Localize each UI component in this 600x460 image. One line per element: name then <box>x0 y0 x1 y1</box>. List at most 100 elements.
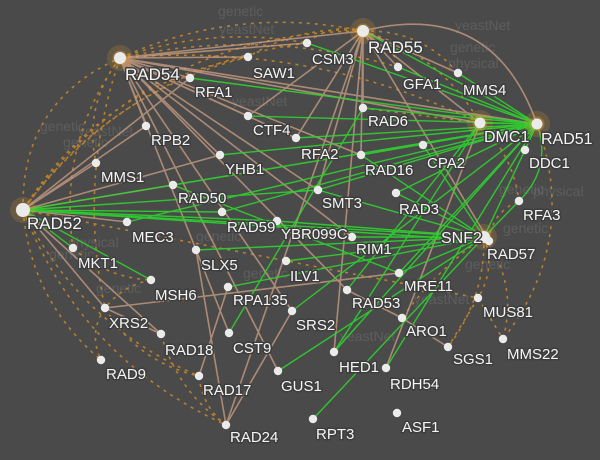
edge-RAD52-RAD55 <box>22 30 364 211</box>
edge-SAW1-RAD52 <box>22 56 249 211</box>
edge-RAD54-MKT1 <box>69 57 121 249</box>
edge-RAD51-DMC1 <box>479 122 538 125</box>
node-RAD17[interactable] <box>194 371 204 381</box>
node-ARO1[interactable] <box>397 313 407 323</box>
edge-RAD55-GFA1 <box>362 30 399 68</box>
node-RAD57[interactable] <box>484 236 494 246</box>
node-label-MEC3: MEC3 <box>132 229 174 246</box>
node-label-RDH54: RDH54 <box>390 376 439 393</box>
node-CST9[interactable] <box>224 328 234 338</box>
node-label-RAD51: RAD51 <box>541 131 593 148</box>
node-SLX5[interactable] <box>191 245 201 255</box>
edge-SNF2-CPA2 <box>422 144 485 238</box>
node-MMS1[interactable] <box>91 158 101 168</box>
node-RAD55[interactable] <box>357 25 369 37</box>
edge-RAD53-DMC1 <box>346 122 481 291</box>
node-label-RAD24: RAD24 <box>230 429 278 446</box>
node-RAD53[interactable] <box>342 285 352 295</box>
edge-SNF2-ARO1 <box>401 236 485 319</box>
node-DMC1[interactable] <box>474 117 486 129</box>
node-label-CTF4: CTF4 <box>253 122 291 139</box>
node-RAD51[interactable] <box>531 118 543 130</box>
node-RAD52[interactable] <box>16 203 30 217</box>
node-label-RAD50: RAD50 <box>178 190 226 207</box>
node-MRE11[interactable] <box>394 268 404 278</box>
node-label-HED1: HED1 <box>339 359 379 376</box>
edge-RAD52-MSH6 <box>22 209 152 281</box>
node-RAD6[interactable] <box>358 103 368 113</box>
edge-RAD54-DMC1 <box>119 57 481 124</box>
node-RFA1[interactable] <box>185 73 195 83</box>
edge-RAD51-MMS4 <box>457 72 538 125</box>
node-MEC3[interactable] <box>122 217 132 227</box>
edge-RAD24-SRS2 <box>225 310 293 426</box>
node-YBR099C[interactable] <box>272 216 282 226</box>
edge-RAD54-SRS2 <box>119 57 293 312</box>
node-CSM3[interactable] <box>302 38 312 48</box>
node-MSH6[interactable] <box>146 275 156 285</box>
node-label-RPB2: RPB2 <box>151 132 190 149</box>
edge-RAD51-RAD16 <box>360 123 538 156</box>
node-SGS1[interactable] <box>443 342 453 352</box>
node-CPA2[interactable] <box>418 140 428 150</box>
node-label-RAD54: RAD54 <box>125 65 180 84</box>
node-label-ASF1: ASF1 <box>402 419 440 436</box>
edge-RAD52-SMT3 <box>22 189 319 211</box>
node-RIM1[interactable] <box>347 232 357 242</box>
edge-RAD52-RFA1 <box>22 77 191 211</box>
node-label-ILV1: ILV1 <box>290 268 320 285</box>
watermark-text: yeastNet <box>219 21 274 37</box>
node-MKT1[interactable] <box>68 243 78 253</box>
node-MMS4[interactable] <box>453 68 463 78</box>
node-CTF4[interactable] <box>243 111 253 121</box>
node-RPT3[interactable] <box>308 414 318 424</box>
node-HED1[interactable] <box>329 347 339 357</box>
node-SMT3[interactable] <box>313 185 323 195</box>
node-RAD24[interactable] <box>221 420 231 430</box>
node-XRS2[interactable] <box>100 303 110 313</box>
node-RAD9[interactable] <box>96 355 106 365</box>
node-label-RAD59: RAD59 <box>227 219 275 236</box>
edge-XRS2-RAD9 <box>94 307 106 361</box>
node-RAD54[interactable] <box>114 52 126 64</box>
node-RPA135[interactable] <box>223 282 233 292</box>
node-RAD3[interactable] <box>391 188 401 198</box>
edge-SNF2-RPT3 <box>312 236 485 420</box>
node-ILV1[interactable] <box>281 256 291 266</box>
label-layer: RAD55 CSM3 RAD54 SAW1 GFA1 MMS4 RFA1 RAD6 CTF4 DM… <box>26 37 595 448</box>
node-RFA2[interactable] <box>291 133 301 143</box>
edge-RAD54-RFA1 <box>119 57 191 79</box>
node-SAW1[interactable] <box>243 52 253 62</box>
edge-layer-genetic <box>22 30 543 420</box>
edge-RAD55-MMS4 <box>362 30 459 74</box>
watermark-text: genetic <box>40 118 85 134</box>
node-MUS81[interactable] <box>473 293 483 303</box>
node-RAD50[interactable] <box>168 180 178 190</box>
node-ASF1[interactable] <box>392 408 402 418</box>
node-RDH54[interactable] <box>381 363 391 373</box>
edge-RAD55-CTF4 <box>247 30 364 117</box>
edge-RAD51-RAD3 <box>395 123 538 194</box>
node-DDC1[interactable] <box>520 145 530 155</box>
edge-RAD24-SLX5 <box>195 249 227 426</box>
node-YHB1[interactable] <box>215 150 225 160</box>
node-label-RAD55: RAD55 <box>368 38 423 57</box>
node-label-RFA1: RFA1 <box>195 84 233 101</box>
node-RAD16[interactable] <box>356 150 366 160</box>
node-RFA3[interactable] <box>514 196 524 206</box>
node-MMS22[interactable] <box>498 334 508 344</box>
node-SRS2[interactable] <box>287 306 297 316</box>
watermark-text: yeastNet <box>340 328 395 344</box>
node-GUS1[interactable] <box>273 366 283 376</box>
node-GFA1[interactable] <box>393 62 403 72</box>
edge-RAD51-GFA1 <box>397 66 538 125</box>
node-RAD18[interactable] <box>156 329 166 339</box>
node-RPB2[interactable] <box>141 121 151 131</box>
node-label-MSH6: MSH6 <box>155 287 197 304</box>
edge-RAD54-RFA2 <box>119 57 297 139</box>
watermark-text: genetic <box>218 3 263 19</box>
edge-RAD51-CSM3 <box>306 42 538 125</box>
node-label-RAD16: RAD16 <box>365 162 413 179</box>
node-RAD59[interactable] <box>217 207 227 217</box>
